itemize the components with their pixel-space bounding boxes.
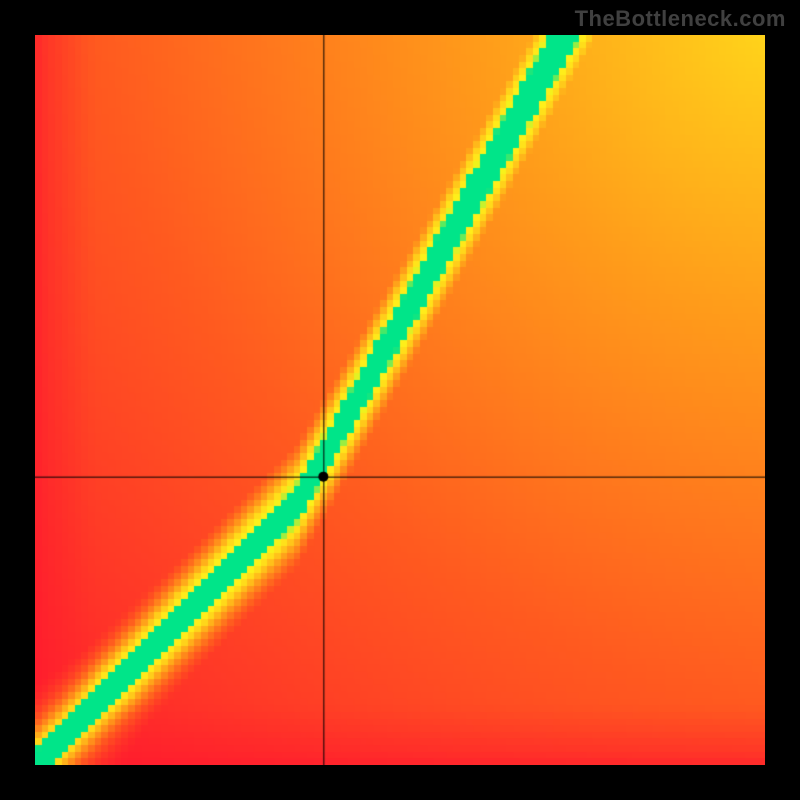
chart-container: TheBottleneck.com bbox=[0, 0, 800, 800]
heatmap-canvas bbox=[35, 35, 765, 765]
heatmap-frame bbox=[35, 35, 765, 765]
watermark-text: TheBottleneck.com bbox=[575, 6, 786, 32]
